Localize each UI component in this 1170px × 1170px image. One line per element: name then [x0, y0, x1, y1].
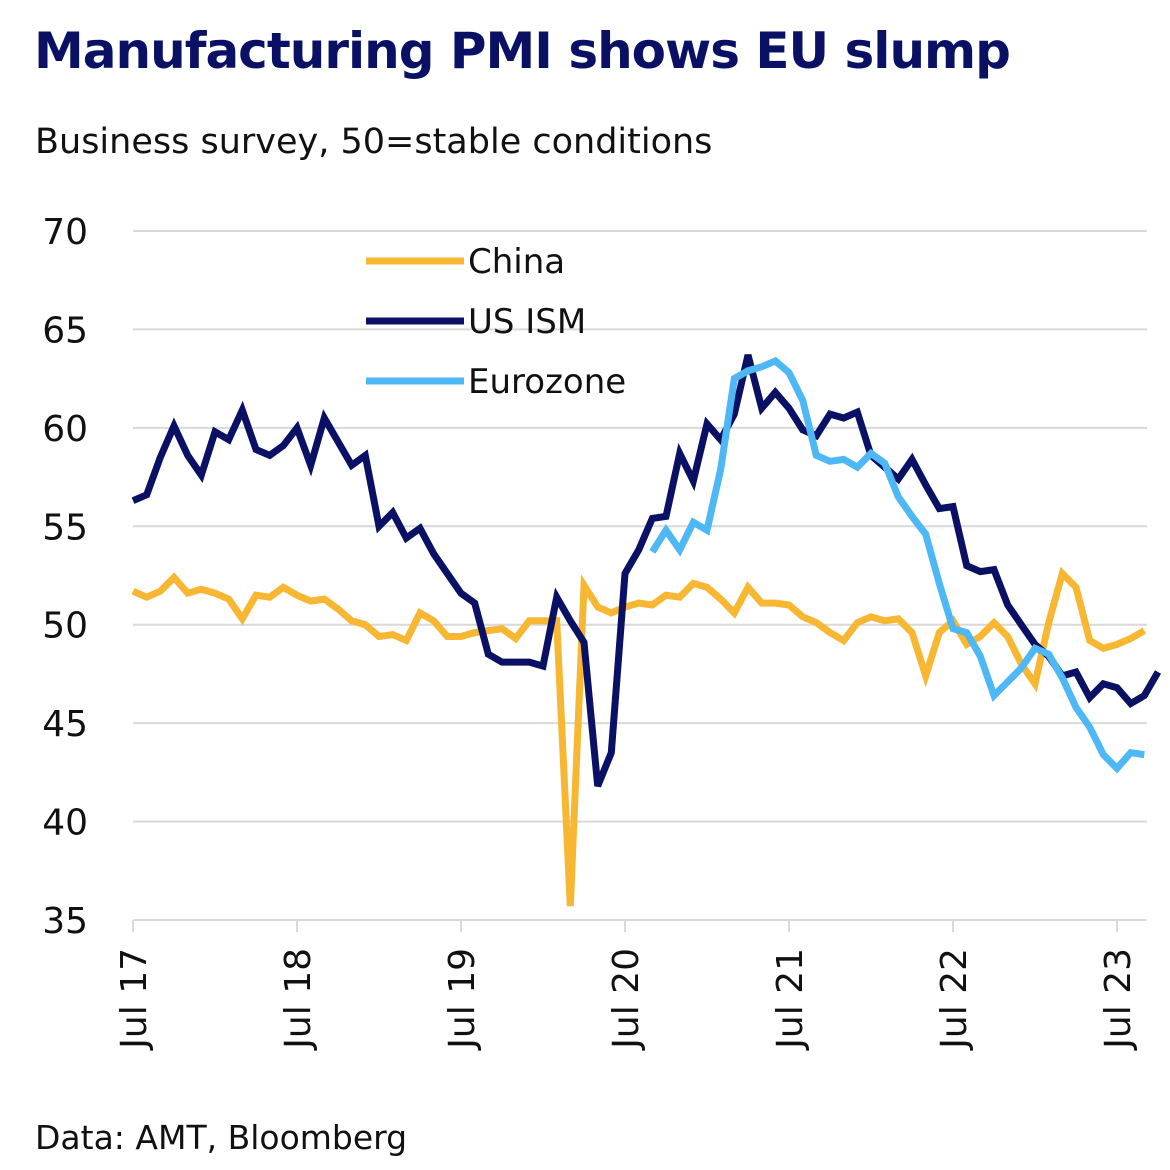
x-tick-label: Jul 18 [278, 948, 319, 1051]
legend: China US ISM Eurozone [366, 242, 626, 402]
x-tick-label: Jul 22 [934, 948, 975, 1051]
line-chart: 35 40 45 50 55 60 65 70 Jul 17 Jul 18 Jul 19 Jul 2… [42, 212, 1162, 1051]
x-tick-label: Jul 20 [606, 948, 647, 1051]
series-line-eurozone [649, 356, 1145, 774]
series-line-china [131, 566, 1147, 907]
x-tick-label: Jul 19 [442, 948, 483, 1051]
x-tick-label: Jul 23 [1098, 948, 1139, 1051]
gridlines [133, 230, 1147, 823]
legend-label: US ISM [468, 302, 586, 342]
y-axis: 35 40 45 50 55 60 65 70 [42, 212, 88, 942]
y-tick-label: 60 [42, 409, 88, 450]
y-tick-label: 40 [42, 803, 88, 844]
x-tick-label: Jul 17 [114, 948, 155, 1051]
chart-subtitle: Business survey, 50=stable conditions [35, 122, 713, 162]
y-tick-label: 70 [42, 212, 88, 253]
legend-label: Eurozone [468, 362, 626, 402]
y-tick-label: 50 [42, 606, 88, 647]
series-line-us-ism [131, 354, 1162, 788]
y-tick-label: 55 [42, 507, 88, 548]
x-tick-label: Jul 21 [770, 948, 811, 1051]
chart-title: Manufacturing PMI shows EU slump [34, 22, 1011, 80]
y-tick-label: 65 [42, 310, 88, 351]
series-lines [131, 354, 1162, 907]
legend-label: China [468, 242, 565, 282]
y-tick-label: 35 [42, 901, 88, 942]
y-tick-label: 45 [42, 704, 88, 745]
x-axis: Jul 17 Jul 18 Jul 19 Jul 20 Jul 21 Jul 22 Jul … [114, 919, 1147, 1051]
source-note: Data: AMT, Bloomberg [35, 1118, 408, 1157]
